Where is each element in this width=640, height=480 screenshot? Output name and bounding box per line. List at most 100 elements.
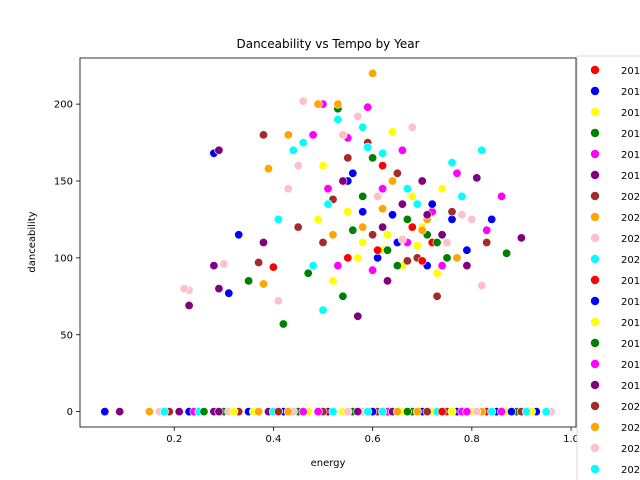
scatter-point xyxy=(273,407,283,417)
legend-marker xyxy=(590,107,600,117)
legend-label: 201 xyxy=(621,339,640,350)
scatter-point xyxy=(308,261,318,271)
scatter-point xyxy=(452,253,462,263)
scatter-point xyxy=(437,184,447,194)
scatter-point xyxy=(387,176,397,186)
scatter-point xyxy=(353,111,363,121)
scatter-point xyxy=(472,173,482,183)
scatter-point xyxy=(462,407,472,417)
scatter-point xyxy=(229,407,239,417)
scatter-point xyxy=(407,222,417,232)
scatter-point xyxy=(412,199,422,209)
legend-label: 202 xyxy=(621,423,640,434)
scatter-point xyxy=(209,261,219,271)
legend-label: 201 xyxy=(621,297,640,308)
plot-area xyxy=(100,68,556,417)
legend-marker xyxy=(590,170,600,180)
scatter-point xyxy=(258,279,268,289)
scatter-point xyxy=(392,407,402,417)
legend-label: 201 xyxy=(621,87,640,98)
scatter-point xyxy=(378,222,388,232)
scatter-point xyxy=(313,407,323,417)
scatter-point xyxy=(298,138,308,148)
scatter-point xyxy=(343,207,353,217)
scatter-point xyxy=(254,257,264,267)
scatter-point xyxy=(477,280,487,290)
scatter-point xyxy=(234,230,244,240)
scatter-point xyxy=(452,168,462,178)
scatter-point xyxy=(353,407,363,417)
scatter-point xyxy=(283,184,293,194)
legend-label: 202 xyxy=(621,465,640,476)
y-axis: 0 50 100 150 200 xyxy=(54,100,80,418)
legend-marker xyxy=(590,65,600,75)
scatter-point xyxy=(278,319,288,329)
scatter-point xyxy=(467,214,477,224)
scatter-point xyxy=(442,253,452,263)
scatter-point xyxy=(437,407,447,417)
scatter-point xyxy=(417,256,427,266)
legend-box xyxy=(576,55,640,480)
scatter-point xyxy=(457,191,467,201)
scatter-point xyxy=(422,210,432,220)
y-tick-label: 0 xyxy=(67,407,73,418)
y-axis-title: danceability xyxy=(27,211,38,272)
x-tick-label: 1.0 xyxy=(563,434,579,445)
scatter-point xyxy=(328,230,338,240)
scatter-point xyxy=(333,261,343,271)
scatter-point xyxy=(353,311,363,321)
x-tick-label: 0.8 xyxy=(464,434,480,445)
x-axis: 0.2 0.4 0.6 0.8 1.0 xyxy=(166,427,579,445)
scatter-point xyxy=(323,199,333,209)
scatter-point xyxy=(358,238,368,248)
scatter-point xyxy=(254,407,264,417)
scatter-point xyxy=(273,214,283,224)
scatter-point xyxy=(368,153,378,163)
scatter-point xyxy=(447,207,457,217)
scatter-point xyxy=(303,268,313,278)
scatter-point xyxy=(214,145,224,155)
scatter-point xyxy=(318,305,328,315)
legend-marker xyxy=(590,380,600,390)
scatter-point xyxy=(288,145,298,155)
scatter-point xyxy=(442,238,452,248)
scatter-point xyxy=(318,238,328,248)
scatter-point xyxy=(397,145,407,155)
scatter-point xyxy=(244,276,254,286)
scatter-point xyxy=(338,176,348,186)
y-tick-label: 50 xyxy=(60,330,73,341)
scatter-point xyxy=(447,214,457,224)
y-tick-label: 100 xyxy=(54,253,73,264)
legend-marker xyxy=(590,128,600,138)
scatter-point xyxy=(502,248,512,258)
scatter-point xyxy=(378,161,388,171)
legend-label: 202 xyxy=(621,234,640,245)
scatter-point xyxy=(373,191,383,201)
legend-label: 201 xyxy=(621,66,640,77)
scatter-point xyxy=(263,164,273,174)
scatter-point xyxy=(219,259,229,269)
scatter-point xyxy=(417,225,427,235)
scatter-point xyxy=(258,130,268,140)
scatter-point xyxy=(184,300,194,310)
scatter-point xyxy=(402,184,412,194)
scatter-point xyxy=(373,245,383,255)
scatter-point xyxy=(407,191,417,201)
scatter-point xyxy=(333,115,343,125)
scatter-point xyxy=(313,99,323,109)
legend-label: 201 xyxy=(621,108,640,119)
scatter-point xyxy=(343,407,353,417)
legend-marker xyxy=(590,233,600,243)
scatter-point xyxy=(487,214,497,224)
legend-marker xyxy=(590,464,600,474)
legend-label: 201 xyxy=(621,171,640,182)
x-tick-label: 0.4 xyxy=(265,434,281,445)
scatter-point xyxy=(437,230,447,240)
scatter-point xyxy=(417,176,427,186)
scatter-point xyxy=(387,127,397,137)
scatter-point xyxy=(358,207,368,217)
legend-marker xyxy=(590,401,600,411)
scatter-point xyxy=(378,407,388,417)
scatter-point xyxy=(293,222,303,232)
scatter-point xyxy=(293,161,303,171)
